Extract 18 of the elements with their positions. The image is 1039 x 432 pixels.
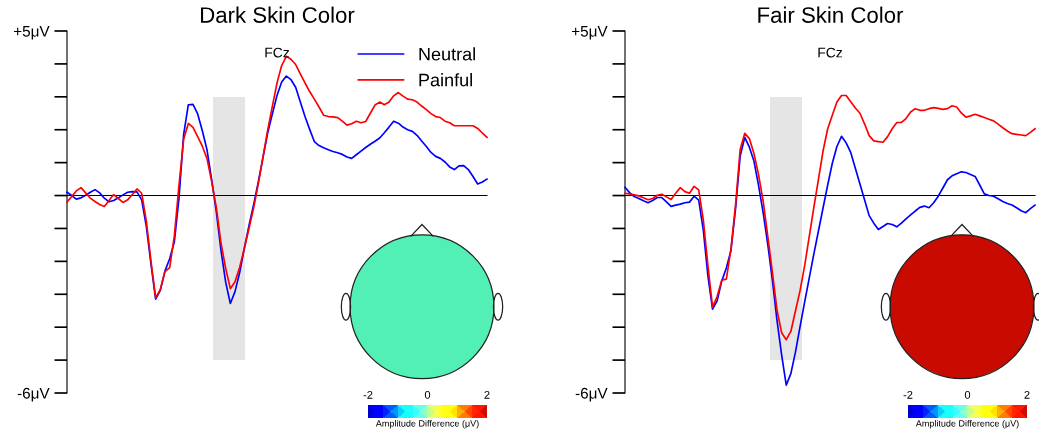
legend-label: Neutral xyxy=(419,47,475,61)
y-tick-label: -6μV xyxy=(575,387,608,402)
chart-title: Dark Skin Color xyxy=(201,6,355,23)
y-tick-label: -6μV xyxy=(17,387,50,402)
text: Amplitude Difference (μV) xyxy=(375,420,479,429)
y-tick-label: +5μV xyxy=(13,26,50,40)
annotation: FCz xyxy=(818,47,843,58)
legend-label: Painful xyxy=(419,73,472,87)
annotation: 0 xyxy=(964,390,971,399)
annotation: -2 xyxy=(363,390,373,399)
y-tick-label: +5μV xyxy=(571,26,608,40)
text: Amplitude Difference (μV) xyxy=(915,420,1019,429)
annotation: 2 xyxy=(484,390,490,399)
annotation: 0 xyxy=(424,390,431,399)
annotation: FCz xyxy=(265,47,290,58)
chart-title: Fair Skin Color xyxy=(758,6,904,23)
annotation: -2 xyxy=(903,390,913,399)
annotation: 2 xyxy=(1024,390,1030,399)
